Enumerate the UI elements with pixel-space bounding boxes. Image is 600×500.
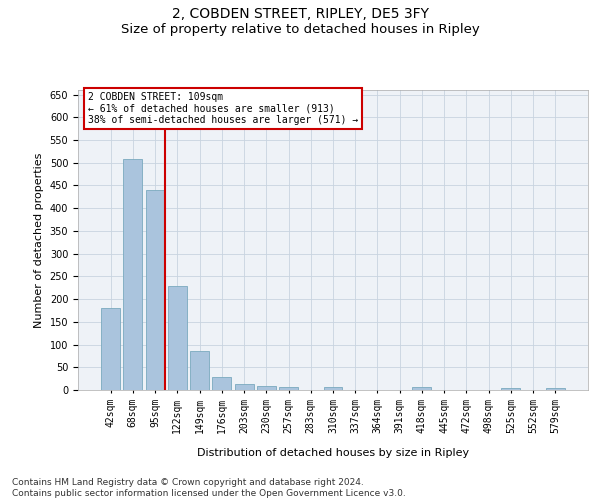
Bar (546, 388, 565, 390)
Bar (190, 352, 209, 390)
Bar (502, 388, 520, 390)
Text: Size of property relative to detached houses in Ripley: Size of property relative to detached ho… (121, 22, 479, 36)
Text: 2 COBDEN STREET: 109sqm
← 61% of detached houses are smaller (913)
38% of semi-d: 2 COBDEN STREET: 109sqm ← 61% of detache… (88, 92, 358, 124)
Bar (124, 158, 142, 390)
Bar (235, 384, 254, 390)
Text: 2, COBDEN STREET, RIPLEY, DE5 3FY: 2, COBDEN STREET, RIPLEY, DE5 3FY (172, 8, 428, 22)
Bar (212, 378, 231, 390)
Y-axis label: Number of detached properties: Number of detached properties (34, 152, 44, 328)
Bar (101, 308, 120, 390)
Bar (168, 286, 187, 390)
Text: Contains HM Land Registry data © Crown copyright and database right 2024.
Contai: Contains HM Land Registry data © Crown c… (12, 478, 406, 498)
Bar (323, 387, 343, 390)
Bar (412, 388, 431, 390)
Text: Distribution of detached houses by size in Ripley: Distribution of detached houses by size … (197, 448, 469, 458)
Bar (146, 190, 164, 390)
Bar (257, 386, 276, 390)
Bar (279, 387, 298, 390)
